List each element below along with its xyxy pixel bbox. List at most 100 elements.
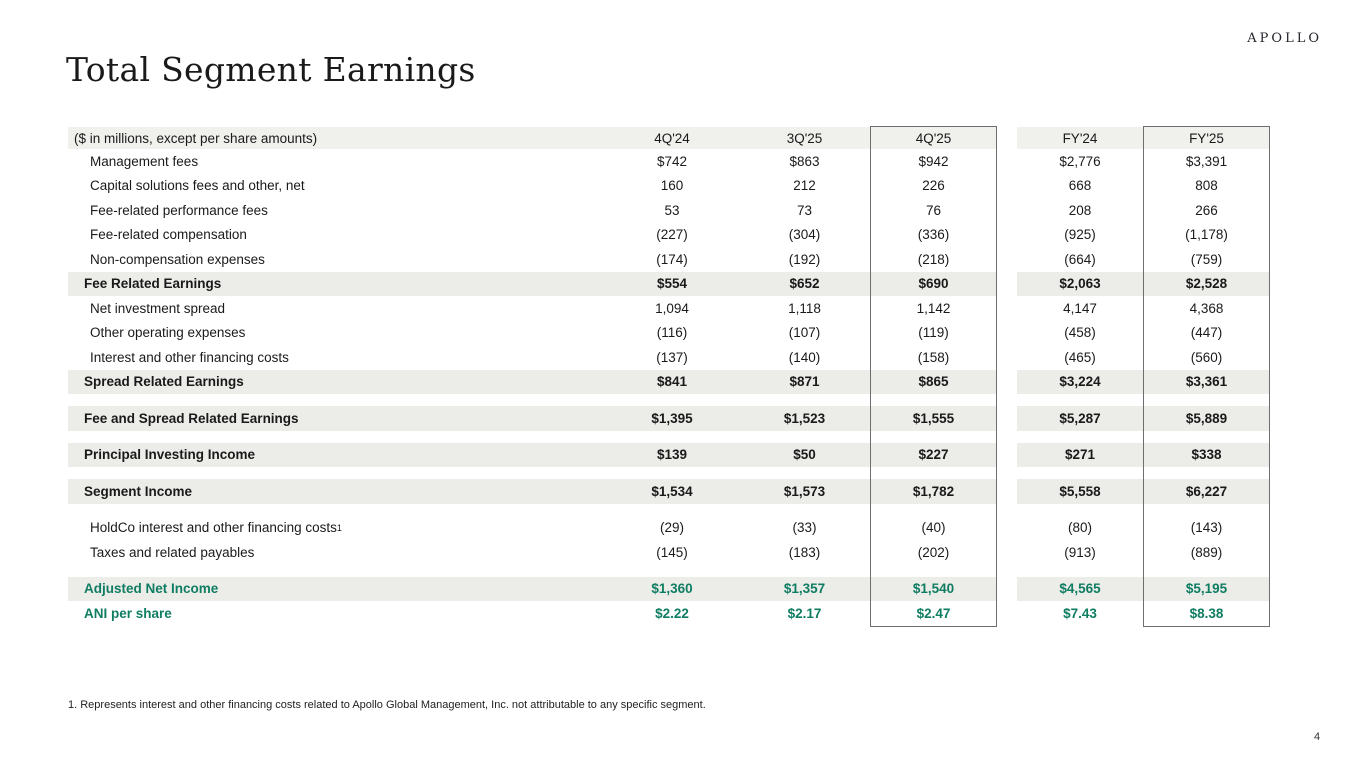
value-cell: (143) <box>1190 520 1223 536</box>
column-gap <box>997 577 1017 602</box>
value-cell: (889) <box>1190 544 1223 560</box>
table-row: Spread Related Earnings $841 $871 $865 $3,22… <box>68 369 1270 395</box>
row-label: ANI per share <box>84 605 172 621</box>
value-cell: (29) <box>659 520 684 536</box>
apollo-logo: APOLLO <box>1247 31 1322 46</box>
value-cell: $690 <box>870 271 997 296</box>
row-label: Taxes and related payables <box>90 544 255 560</box>
value-cell: $2.47 <box>916 605 951 621</box>
value-cell: (80) <box>1067 520 1092 536</box>
value-cell: $865 <box>870 369 997 394</box>
value-cell: $1,360 <box>605 576 739 601</box>
table-row: Capital solutions fees and other, net 160… <box>68 174 1270 199</box>
value-cell: 53 <box>664 202 680 218</box>
value-cell: (1,178) <box>1185 227 1228 243</box>
column-header-fy25: FY'25 <box>1143 127 1270 149</box>
value-cell: 160 <box>660 178 684 194</box>
table-header-row: ($ in millions, except per share amounts… <box>68 127 1270 149</box>
value-cell: $3,361 <box>1143 369 1270 394</box>
table-row: Taxes and related payables (145) (183) (202… <box>68 540 1270 565</box>
value-cell: (140) <box>788 349 821 365</box>
value-cell: (913) <box>1064 544 1096 560</box>
row-label: Adjusted Net Income <box>68 576 605 601</box>
table-row: Adjusted Net Income $1,360 $1,357 $1,540 $4,… <box>68 576 1270 602</box>
value-cell: $1,555 <box>870 406 997 431</box>
table-row: Fee-related compensation (227) (304) (336) (… <box>68 223 1270 248</box>
table-row: Management fees $742 $863 $942 $2,776 $3,391 <box>68 149 1270 174</box>
value-cell: $8.38 <box>1189 605 1224 621</box>
value-cell: (447) <box>1190 325 1223 341</box>
value-cell: $1,573 <box>739 479 870 504</box>
column-gap <box>997 479 1017 504</box>
value-cell: (40) <box>921 520 946 536</box>
value-cell: $2.17 <box>787 605 822 621</box>
value-cell: $1,782 <box>870 479 997 504</box>
column-gap <box>997 149 1017 174</box>
row-label: HoldCo interest and other financing cost… <box>90 520 342 536</box>
page-title: Total Segment Earnings <box>66 50 476 89</box>
value-cell: $5,287 <box>1017 406 1143 431</box>
earnings-table: ($ in millions, except per share amounts… <box>68 126 1270 627</box>
column-gap <box>997 223 1017 248</box>
row-label: Management fees <box>90 153 199 169</box>
value-cell: (202) <box>917 544 950 560</box>
value-cell: 4,368 <box>1189 300 1224 316</box>
value-cell: 212 <box>793 178 816 194</box>
table-row: Non-compensation expenses (174) (192) (218)… <box>68 247 1270 272</box>
table-row: Segment Income $1,534 $1,573 $1,782 $5,558 $6… <box>68 479 1270 504</box>
value-cell: $742 <box>656 153 688 169</box>
value-cell: (174) <box>656 251 688 267</box>
value-cell: $871 <box>739 369 870 394</box>
table-row: HoldCo interest and other financing cost… <box>68 516 1270 541</box>
column-gap <box>997 296 1017 321</box>
value-cell: $2,528 <box>1143 271 1270 296</box>
value-cell: (227) <box>656 227 688 243</box>
value-cell: (158) <box>917 349 950 365</box>
column-gap <box>997 127 1017 149</box>
page-number: 4 <box>1313 731 1321 743</box>
value-cell: $5,889 <box>1143 406 1270 431</box>
column-gap <box>997 345 1017 370</box>
table-row: Fee-related performance fees 53 73 76 208 266 <box>68 198 1270 223</box>
value-cell: 226 <box>922 178 945 194</box>
table-header-caption: ($ in millions, except per share amounts… <box>68 127 605 149</box>
value-cell: $5,195 <box>1143 576 1270 601</box>
column-gap <box>997 247 1017 272</box>
row-label: Fee-related performance fees <box>90 202 268 218</box>
column-gap <box>997 272 1017 297</box>
value-cell: 4,147 <box>1063 300 1097 316</box>
table-spacer-row <box>68 504 1270 516</box>
value-cell: $139 <box>605 442 739 467</box>
row-label: Spread Related Earnings <box>68 369 605 394</box>
value-cell: $338 <box>1143 442 1270 467</box>
value-cell: $4,565 <box>1017 576 1143 601</box>
value-cell: $2.22 <box>655 605 689 621</box>
value-cell: $5,558 <box>1017 479 1143 504</box>
column-gap <box>997 516 1017 541</box>
value-cell: (759) <box>1190 251 1223 267</box>
value-cell: 266 <box>1195 202 1218 218</box>
column-gap <box>997 540 1017 565</box>
column-gap <box>997 174 1017 199</box>
table-row: Net investment spread 1,094 1,118 1,142 4,14… <box>68 296 1270 321</box>
row-label: Fee and Spread Related Earnings <box>68 406 605 431</box>
column-gap <box>997 406 1017 431</box>
column-gap <box>997 370 1017 395</box>
value-cell: $1,357 <box>739 576 870 601</box>
value-cell: (192) <box>788 251 821 267</box>
value-cell: (107) <box>788 325 821 341</box>
value-cell: $942 <box>918 153 949 169</box>
value-cell: 668 <box>1068 178 1092 194</box>
row-label: Segment Income <box>68 479 605 504</box>
value-cell: 76 <box>925 202 942 218</box>
row-label: Fee-related compensation <box>90 227 247 243</box>
table-body: Management fees $742 $863 $942 $2,776 $3,391 C… <box>68 149 1270 626</box>
column-gap <box>997 321 1017 346</box>
table-row: Fee and Spread Related Earnings $1,395 $1,… <box>68 406 1270 431</box>
value-cell: 1,094 <box>655 300 689 316</box>
value-cell: (664) <box>1064 251 1096 267</box>
column-header-4q25: 4Q'25 <box>870 127 997 149</box>
value-cell: (218) <box>917 251 950 267</box>
table-spacer-row <box>68 565 1270 577</box>
table-spacer-row <box>68 467 1270 479</box>
